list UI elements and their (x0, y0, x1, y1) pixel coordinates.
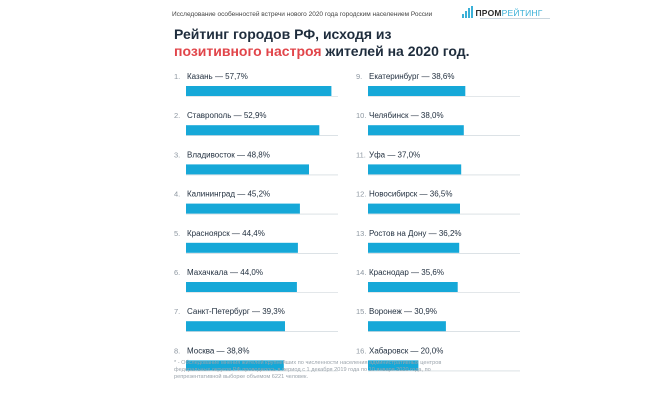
data-label: Красноярск — 44,4% (187, 229, 265, 238)
rank-label: 9. (356, 72, 362, 81)
data-label: Калининград — 45,2% (187, 190, 270, 199)
data-label: Ростов на Дону — 36,2% (369, 229, 462, 238)
rating-row: 4. Калининград — 45,2% (174, 190, 338, 215)
rating-row: 9. Екатеринбург — 38,6% (356, 72, 520, 97)
footnote: * - Обследование мнения жителей крупнейш… (174, 360, 442, 381)
rank-label: 7. (174, 307, 180, 316)
rating-row: 14. Краснодар — 35,6% (356, 268, 520, 293)
bar (368, 321, 446, 332)
rank-label: 2. (174, 111, 180, 120)
rank-label: 15. (356, 307, 366, 316)
rating-row: 1. Казань — 57,7% (174, 72, 338, 97)
bar (186, 203, 300, 214)
bar (186, 125, 320, 136)
rating-row: 5. Красноярск — 44,4% (174, 229, 338, 254)
rank-label: 5. (174, 229, 180, 238)
rating-row: 15. Воронеж — 30,9% (356, 307, 520, 333)
data-label: Екатеринбург — 38,6% (369, 72, 454, 81)
rank-label: 1. (174, 72, 180, 81)
data-label: Челябинск — 38,0% (369, 111, 444, 120)
data-label: Хабаровск — 20,0% (369, 346, 443, 355)
bar (368, 282, 458, 292)
data-label: Ставрополь — 52,9% (187, 111, 267, 120)
rating-row: 13. Ростов на Дону — 36,2% (356, 229, 520, 254)
study-subtitle: Исследование особенностей встречи нового… (172, 11, 433, 18)
bar (186, 282, 297, 292)
title-accent: позитивного настроя (174, 43, 322, 59)
rating-row: 12. Новосибирск — 36,5% (356, 190, 520, 215)
bar (186, 86, 332, 96)
data-label: Москва — 38,8% (187, 346, 249, 355)
bar (368, 86, 466, 96)
rank-label: 16. (356, 346, 366, 355)
chart-title: Рейтинг городов РФ, исходя из позитивног… (174, 26, 470, 60)
data-label: Уфа — 37,0% (369, 150, 420, 159)
rank-label: 4. (174, 190, 180, 199)
rank-label: 6. (174, 268, 180, 277)
rank-label: 13. (356, 229, 366, 238)
bar (368, 242, 460, 253)
rank-label: 12. (356, 190, 366, 199)
rating-row: 11. Уфа — 37,0% (356, 150, 520, 176)
rating-row: 10. Челябинск — 38,0% (356, 111, 520, 136)
data-label: Новосибирск — 36,5% (369, 190, 452, 199)
bar (368, 125, 464, 136)
bar (368, 203, 460, 214)
rank-label: 11. (356, 150, 366, 159)
rating-row: 7. Санкт-Петербург — 39,3% (174, 307, 338, 333)
data-label: Махачкала — 44,0% (187, 268, 263, 277)
title-line-1: Рейтинг городов РФ, исходя из (174, 26, 392, 42)
bar (186, 360, 284, 371)
rating-row: 8. Москва — 38,8% (174, 346, 338, 372)
data-label: Владивосток — 48,8% (187, 150, 270, 159)
rank-label: 10. (356, 111, 366, 120)
title-line-2: позитивного настроя жителей на 2020 год. (174, 43, 470, 59)
logo-text: ПРОМРЕЙТИНГ (475, 8, 543, 18)
data-label: Краснодар — 35,6% (369, 268, 444, 277)
data-label: Казань — 57,7% (187, 72, 248, 81)
data-label: Воронеж — 30,9% (369, 307, 437, 316)
data-label: Санкт-Петербург — 39,3% (187, 307, 285, 316)
bar (368, 164, 462, 175)
rank-label: 8. (174, 346, 180, 355)
rank-label: 3. (174, 150, 180, 159)
logo-bars-icon (462, 6, 473, 18)
rating-row: 16. Хабаровск — 20,0% (356, 346, 520, 372)
logo: ПРОМРЕЙТИНГ (462, 6, 543, 18)
rank-label: 14. (356, 268, 366, 277)
rating-row: 2. Ставрополь — 52,9% (174, 111, 338, 136)
bar (368, 360, 419, 371)
rating-row: 6. Махачкала — 44,0% (174, 268, 338, 293)
bar (186, 164, 309, 175)
bar (186, 242, 298, 253)
rating-row: 3. Владивосток — 48,8% (174, 150, 338, 176)
logo-underline (480, 18, 550, 19)
bar (186, 321, 285, 332)
